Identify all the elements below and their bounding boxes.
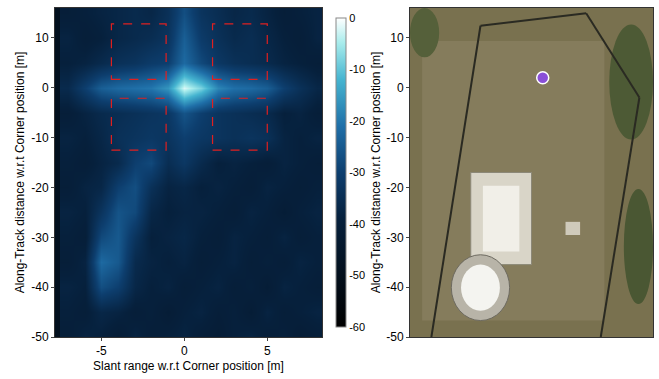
svg-text:-20: -20 (31, 181, 49, 195)
svg-text:-50: -50 (31, 330, 49, 344)
svg-text:-30: -30 (31, 231, 49, 245)
svg-text:-10: -10 (349, 63, 365, 75)
svg-text:-10: -10 (31, 131, 49, 145)
svg-text:Along-Track distance w.r.t Cor: Along-Track distance w.r.t Corner positi… (369, 52, 383, 294)
svg-text:-60: -60 (349, 321, 365, 333)
svg-text:10: 10 (390, 31, 404, 45)
svg-text:Slant range w.r.t Corner posit: Slant range w.r.t Corner position [m] (93, 359, 284, 373)
svg-text:0: 0 (397, 81, 404, 95)
svg-text:0: 0 (181, 344, 188, 358)
svg-text:10: 10 (35, 31, 49, 45)
svg-text:-40: -40 (31, 280, 49, 294)
svg-text:-40: -40 (349, 218, 365, 230)
svg-text:0: 0 (349, 12, 355, 24)
svg-text:Along-Track distance w.r.t Cor: Along-Track distance w.r.t Corner positi… (13, 52, 27, 294)
svg-text:-30: -30 (349, 166, 365, 178)
svg-text:-30: -30 (386, 231, 404, 245)
svg-text:-20: -20 (349, 115, 365, 127)
svg-text:-40: -40 (386, 280, 404, 294)
svg-text:-5: -5 (96, 344, 107, 358)
svg-text:5: 5 (264, 344, 271, 358)
svg-text:-20: -20 (386, 181, 404, 195)
svg-text:-50: -50 (349, 269, 365, 281)
svg-text:-10: -10 (386, 131, 404, 145)
svg-text:-50: -50 (386, 330, 404, 344)
svg-text:0: 0 (42, 81, 49, 95)
